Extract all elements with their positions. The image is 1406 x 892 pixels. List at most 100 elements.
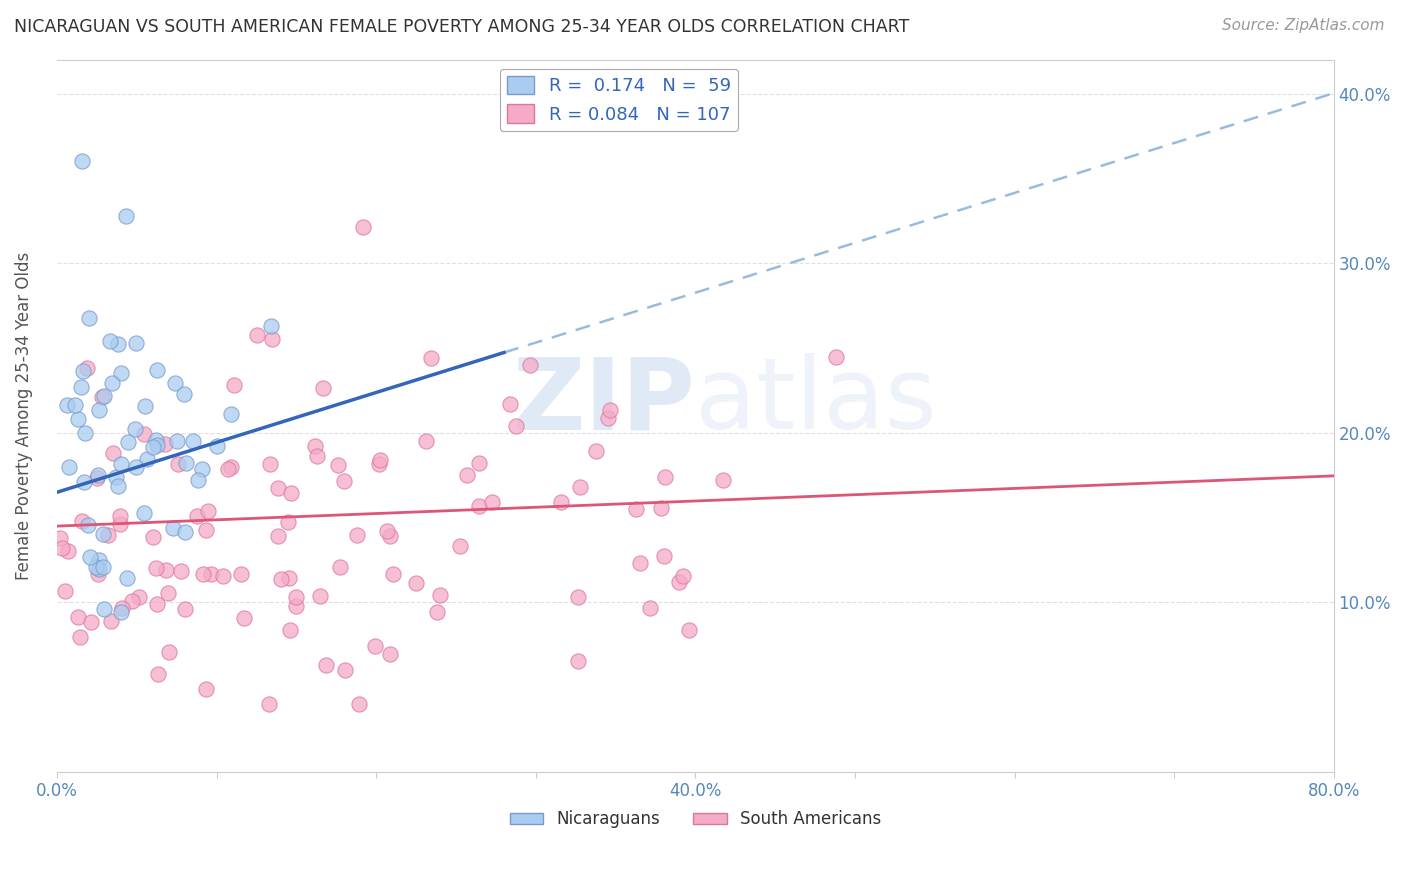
Point [110,605,132,619]
Point [87,553,110,567]
Point [58,459,80,474]
Point [217,461,239,475]
Point [211,569,233,583]
Point [101,376,124,390]
Point [285,590,308,604]
Point [200,566,222,581]
Point [76,360,98,375]
Point [77,310,100,325]
Point [87,468,110,483]
Point [146,437,169,451]
Point [187,473,209,487]
Point [115,209,138,223]
Point [307,450,329,464]
Point [569,479,592,493]
Point [110,457,132,471]
Point [163,376,186,390]
Point [205,439,228,453]
Point [173,386,195,401]
Point [167,457,190,471]
Point [260,318,283,333]
Point [146,597,169,611]
Point [277,515,299,529]
Point [638,601,661,615]
Point [132,506,155,520]
Point [304,439,326,453]
Point [219,459,242,474]
Point [284,599,307,613]
Point [174,525,197,540]
Point [368,457,391,471]
Point [70,380,93,394]
Point [170,564,193,578]
Point [270,572,292,586]
Point [142,530,165,544]
Point [405,575,427,590]
Point [111,601,134,615]
Point [86,470,108,484]
Point [426,605,449,619]
Point [267,481,290,495]
Point [326,458,349,472]
Point [231,567,253,582]
Point [93,389,115,403]
Point [153,437,176,451]
Point [346,528,368,542]
Point [368,452,391,467]
Point [825,351,848,365]
Point [221,407,243,421]
Point [77,517,100,532]
Point [333,474,356,488]
Point [146,667,169,681]
Point [56,398,79,412]
Point [499,397,522,411]
Point [711,473,734,487]
Point [162,521,184,535]
Point [596,411,619,425]
Point [280,485,302,500]
Point [117,571,139,585]
Point [599,403,621,417]
Point [70,154,93,169]
Point [628,557,651,571]
Point [135,452,157,467]
Text: ZIP: ZIP [513,353,696,450]
Point [668,575,690,590]
Point [100,614,122,628]
Text: NICARAGUAN VS SOUTH AMERICAN FEMALE POVERTY AMONG 25-34 YEAR OLDS CORRELATION CH: NICARAGUAN VS SOUTH AMERICAN FEMALE POVE… [14,18,910,36]
Point [456,468,478,483]
Point [519,359,541,373]
Point [195,523,218,537]
Point [125,459,148,474]
Point [145,560,167,574]
Point [259,458,281,472]
Point [121,593,143,607]
Point [567,654,589,668]
Point [257,697,280,711]
Point [134,426,156,441]
Point [87,403,110,417]
Point [449,539,471,553]
Point [91,560,114,574]
Point [73,426,96,441]
Point [105,470,128,484]
Point [650,501,672,516]
Point [56,544,79,558]
Point [654,470,676,484]
Point [134,400,156,414]
Point [51,541,73,556]
Point [157,586,180,600]
Legend: Nicaraguans, South Americans: Nicaraguans, South Americans [503,804,889,835]
Point [128,590,150,604]
Point [567,590,589,604]
Point [505,418,527,433]
Point [146,363,169,377]
Point [550,495,572,509]
Point [315,658,337,673]
Point [69,630,91,644]
Point [87,562,110,576]
Point [481,495,503,509]
Point [93,527,115,541]
Point [87,566,110,581]
Point [117,434,139,449]
